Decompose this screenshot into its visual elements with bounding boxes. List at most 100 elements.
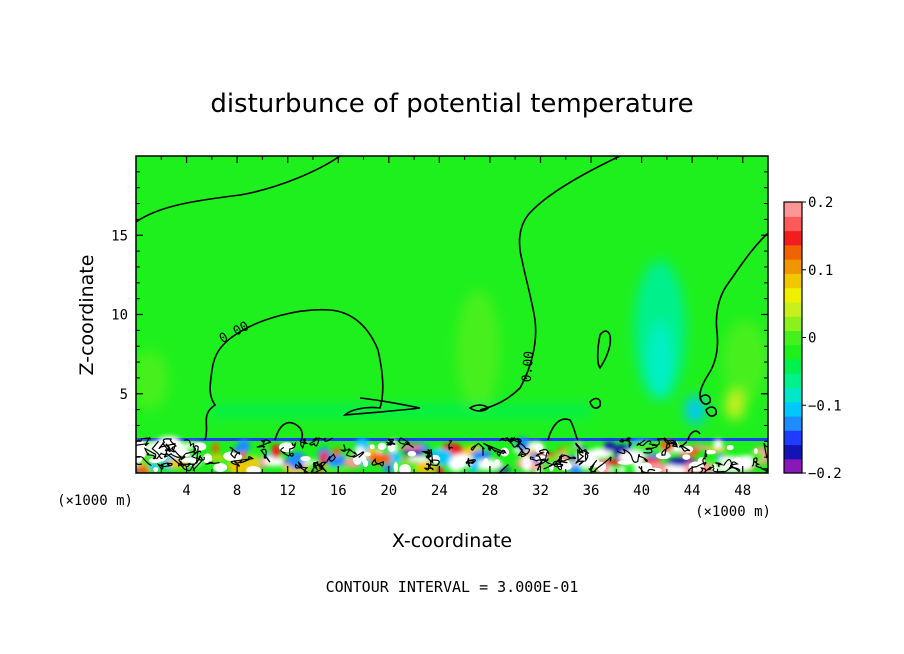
- colorbar-swatch: [784, 316, 802, 331]
- bl-cell: [471, 450, 492, 460]
- bl-contour: [687, 450, 708, 472]
- bl-cell-white: [732, 457, 744, 469]
- contour-bump-left: [274, 421, 304, 443]
- bl-contour: [751, 457, 762, 469]
- bl-contour: [326, 453, 336, 462]
- x-tick-label-7: 32: [532, 483, 549, 499]
- contour-zero-right: [699, 232, 768, 403]
- colorbar-swatch: [784, 444, 802, 460]
- bl-cell-white: [213, 463, 228, 472]
- anomaly-negative-small: [685, 396, 705, 424]
- bl-contour: [385, 438, 396, 446]
- bl-contour: [663, 437, 679, 448]
- bl-contour: [229, 446, 241, 459]
- bl-cell: [617, 466, 626, 473]
- bl-cell-white: [246, 465, 261, 473]
- bl-contour: [260, 448, 271, 463]
- colorbar-swatch: [784, 415, 802, 431]
- x-tick-label-1: 8: [233, 483, 241, 499]
- x-tick-label-6: 28: [481, 483, 498, 499]
- bl-contour: [759, 466, 768, 473]
- bl-cell: [398, 445, 425, 450]
- bl-contour: [155, 442, 171, 460]
- colorbar-swatch: [784, 373, 802, 389]
- colorbar-swatch: [784, 401, 802, 417]
- bl-contour: [575, 460, 587, 466]
- smooth-anomalies: [136, 260, 767, 424]
- bl-cell: [647, 453, 660, 459]
- bl-cell: [561, 447, 585, 456]
- bl-cell-white: [300, 456, 311, 462]
- bl-cell: [332, 447, 341, 457]
- bl-contour: [164, 447, 175, 453]
- bl-cell: [408, 456, 430, 462]
- bl-contour: [505, 436, 515, 444]
- colorbar-swatch: [784, 458, 802, 474]
- colorbar-swatch: [784, 202, 802, 217]
- bl-cell-white: [494, 459, 501, 465]
- heatmap-field: [136, 156, 768, 473]
- contour-closed-right: [699, 394, 712, 405]
- colorbar-swatch: [784, 344, 802, 360]
- colorbar-swatch: [784, 230, 802, 246]
- x-tick-label-2: 12: [279, 483, 296, 499]
- contour-closed-mid: [589, 397, 602, 409]
- x-tick-label-9: 40: [633, 483, 650, 499]
- colorbar-swatch: [784, 259, 802, 274]
- contour-closed-right-2: [705, 406, 718, 417]
- x-tick-label-0: 4: [182, 483, 190, 499]
- bl-contour: [619, 437, 632, 448]
- bl-cell-white: [597, 461, 607, 472]
- contour-interval-note: CONTOUR INTERVAL = 3.000E-01: [326, 578, 579, 596]
- bl-contour: [151, 440, 163, 460]
- bl-contour: [529, 456, 556, 470]
- bl-cell: [521, 455, 532, 472]
- bl-contour: [339, 444, 357, 456]
- bl-cell: [208, 454, 227, 460]
- bl-cell-white: [377, 442, 387, 450]
- anomaly-positive: [456, 290, 500, 410]
- colorbar-swatch: [784, 387, 802, 403]
- colorbar-tick-label-3: −0.1: [808, 398, 842, 414]
- x-unit-right: (×1000 m): [695, 504, 771, 520]
- bl-contour: [423, 459, 440, 471]
- bl-contour: [763, 442, 768, 459]
- colorbar-tick-label-0: 0.2: [808, 195, 833, 211]
- bl-cell-white: [483, 458, 489, 465]
- bl-contour: [535, 448, 550, 471]
- bl-contour: [256, 439, 272, 449]
- bl-contour: [698, 464, 715, 473]
- bl-top-edge: [136, 438, 768, 441]
- bl-contour: [191, 445, 202, 464]
- bl-cell-white: [361, 455, 367, 464]
- bl-cell-white: [704, 449, 717, 455]
- bl-cell-white: [399, 464, 412, 473]
- colorbar-tick-label-4: −0.2: [808, 466, 842, 482]
- bl-contour: [317, 463, 327, 473]
- bl-contour: [643, 443, 658, 454]
- x-tick-label-10: 44: [684, 483, 701, 499]
- contour-closed-small: [596, 330, 612, 370]
- anomaly-positive-left: [136, 350, 168, 410]
- x-tick-label-8: 36: [583, 483, 600, 499]
- contour-zero-dome: [204, 308, 421, 441]
- x-axis-ticks: 4 8 12 16 20 24 28 32 36 40 44 48: [160, 156, 751, 499]
- bl-cell-white: [664, 452, 670, 458]
- bl-contour: [309, 437, 333, 447]
- bl-contour: [661, 442, 671, 456]
- bl-contour: [345, 449, 365, 458]
- bl-contour: [191, 455, 205, 472]
- bl-cell-white: [407, 450, 417, 457]
- colorbar-tick-label-1: 0.1: [808, 263, 833, 279]
- bl-cell-white: [726, 444, 734, 451]
- bl-contour: [555, 454, 577, 471]
- bl-cell-white: [202, 453, 213, 464]
- x-tick-label-5: 24: [431, 483, 448, 499]
- y-tick-label-0: 5: [120, 387, 128, 403]
- colorbar-swatch: [784, 216, 802, 232]
- bl-contour: [470, 442, 485, 456]
- bl-cell-white: [369, 444, 375, 450]
- x-axis-label: X-coordinate: [392, 530, 512, 552]
- bl-contour: [727, 461, 741, 473]
- contour-bump-right: [547, 418, 579, 441]
